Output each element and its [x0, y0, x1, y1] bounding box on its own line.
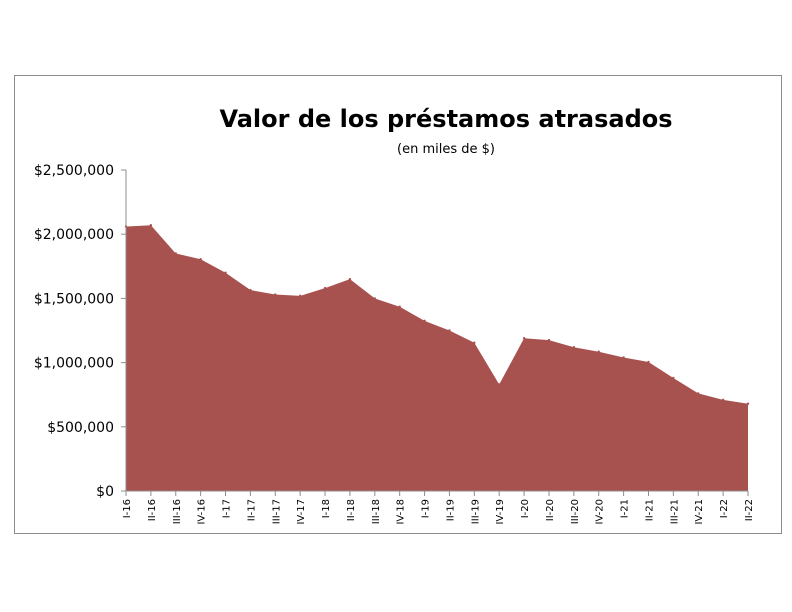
y-tick-label: $1,000,000 [34, 356, 114, 372]
data-point-IV-19 [498, 383, 501, 386]
data-point-I-22 [721, 398, 725, 402]
area-series [126, 225, 748, 491]
chart-subtitle: (en miles de $) [397, 142, 495, 157]
data-point-I-21 [622, 356, 625, 359]
data-point-III-18 [373, 297, 376, 300]
data-point-III-17 [274, 293, 277, 296]
x-tick-label: IV-19 [495, 499, 506, 525]
data-point-II-18 [348, 277, 352, 281]
x-tick-label: I-21 [620, 499, 631, 518]
data-point-II-19 [448, 329, 451, 332]
x-tick-label: IV-20 [595, 499, 606, 525]
x-tick-label: IV-18 [396, 499, 407, 525]
x-tick-label: I-16 [122, 499, 133, 518]
data-point-III-20 [572, 345, 576, 349]
data-point-II-22 [746, 402, 750, 405]
x-tick-label: IV-16 [197, 499, 208, 525]
data-point-III-16 [174, 252, 177, 255]
y-tick-label: $500,000 [47, 420, 114, 436]
x-tick-label: III-16 [172, 499, 183, 524]
y-tick-label: $2,500,000 [34, 163, 114, 179]
y-tick-label: $2,000,000 [34, 227, 114, 243]
data-point-III-21 [672, 376, 675, 380]
x-tick-label: II-22 [744, 499, 755, 521]
data-point-I-19 [423, 319, 426, 323]
x-tick-label: I-17 [222, 499, 233, 518]
x-tick-label: II-16 [147, 499, 158, 521]
data-point-IV-20 [597, 350, 600, 353]
x-tick-label: IV-17 [296, 499, 307, 525]
x-tick-label: II-19 [445, 499, 456, 521]
y-tick-label: $0 [96, 484, 114, 500]
x-tick-label: II-17 [246, 499, 257, 521]
chart-title: Valor de los préstamos atrasados [219, 105, 673, 133]
x-tick-label: I-18 [321, 499, 332, 518]
data-point-IV-17 [298, 294, 302, 298]
data-point-II-21 [647, 360, 650, 364]
data-point-II-20 [547, 338, 551, 342]
x-tick-label: II-21 [644, 499, 655, 521]
x-tick-label: I-19 [421, 499, 432, 518]
data-point-II-16 [149, 224, 153, 227]
data-point-IV-21 [697, 392, 700, 395]
data-point-I-20 [522, 337, 526, 340]
data-point-II-17 [249, 288, 252, 292]
data-point-III-19 [473, 341, 476, 344]
data-point-I-17 [224, 271, 227, 274]
x-tick-label: III-20 [570, 499, 581, 524]
x-tick-label: I-22 [719, 499, 730, 518]
x-tick-label: II-18 [346, 499, 357, 521]
data-point-IV-18 [398, 305, 401, 308]
data-point-IV-16 [199, 258, 202, 261]
y-tick-label: $1,500,000 [34, 291, 114, 307]
x-tick-label: III-21 [669, 499, 680, 524]
x-tick-label: IV-21 [694, 499, 705, 525]
x-tick-label: II-20 [545, 499, 556, 521]
data-point-I-18 [323, 286, 327, 290]
x-tick-label: III-17 [271, 499, 282, 524]
x-tick-label: III-19 [470, 499, 481, 524]
x-tick-label: I-20 [520, 499, 531, 518]
x-tick-label: III-18 [371, 499, 382, 524]
